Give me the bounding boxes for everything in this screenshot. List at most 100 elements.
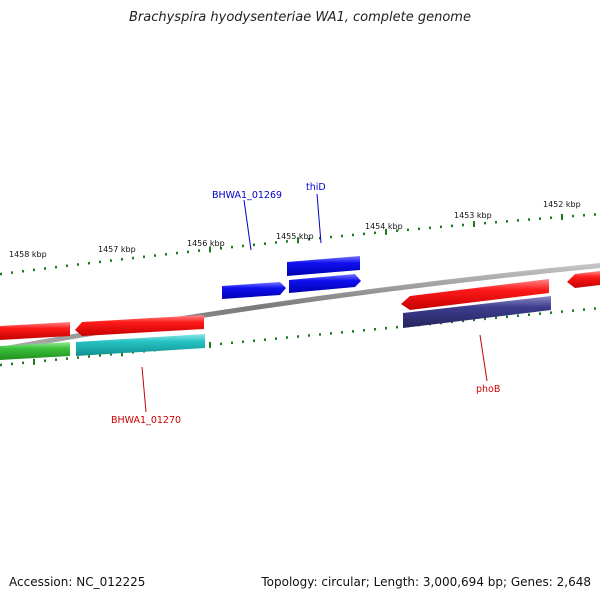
- bottom-minor-tick: [242, 340, 244, 344]
- top-minor-tick: [264, 242, 266, 245]
- top-minor-tick: [253, 243, 255, 247]
- top-minor-tick: [451, 224, 453, 228]
- gene-blue-forward-2[interactable]: [289, 274, 361, 293]
- top-major-tick: [385, 228, 387, 235]
- bottom-minor-tick: [99, 354, 101, 357]
- bottom-minor-tick: [539, 312, 541, 315]
- top-minor-tick: [506, 220, 508, 223]
- top-minor-tick: [495, 220, 497, 224]
- top-minor-tick: [352, 233, 354, 237]
- leader-line-phob: [479, 334, 488, 382]
- bottom-major-tick: [121, 350, 123, 357]
- top-minor-tick: [242, 244, 244, 248]
- topology-text: Topology: circular; Length: 3,000,694 bp…: [261, 575, 591, 589]
- gene-green-left-partial[interactable]: [0, 342, 70, 360]
- bottom-minor-tick: [396, 325, 398, 329]
- top-minor-tick: [528, 218, 530, 221]
- bottom-major-tick: [33, 358, 35, 365]
- top-minor-tick: [407, 228, 409, 232]
- bottom-minor-tick: [594, 307, 596, 310]
- top-minor-tick: [517, 219, 519, 222]
- gene-blue-thid[interactable]: [287, 256, 360, 276]
- top-major-tick: [561, 213, 563, 220]
- bottom-minor-tick: [528, 313, 530, 316]
- gene-red-left-partial[interactable]: [0, 322, 70, 340]
- top-minor-tick: [308, 237, 310, 241]
- top-minor-tick: [572, 214, 574, 218]
- bottom-minor-tick: [220, 342, 222, 346]
- top-minor-tick: [429, 226, 431, 230]
- top-minor-tick: [55, 265, 57, 269]
- bottom-major-tick: [209, 341, 211, 348]
- top-minor-tick: [0, 272, 2, 276]
- leader-line-thid: [316, 193, 322, 244]
- scale-label-1452: 1452 kbp: [543, 200, 581, 209]
- bottom-minor-tick: [385, 326, 387, 330]
- top-minor-tick: [33, 268, 35, 272]
- bottom-minor-tick: [484, 317, 486, 321]
- top-minor-tick: [418, 227, 420, 231]
- gene-label-bhwa1-01269: BHWA1_01269: [212, 190, 282, 201]
- top-minor-tick: [484, 221, 486, 225]
- top-minor-tick: [198, 249, 200, 252]
- bottom-minor-tick: [22, 361, 24, 365]
- bottom-minor-tick: [110, 353, 112, 356]
- map-title: Brachyspira hyodysenteriae WA1, complete…: [129, 10, 471, 25]
- top-major-tick: [297, 237, 299, 244]
- bottom-minor-tick: [88, 355, 90, 358]
- bottom-minor-tick: [462, 319, 464, 323]
- top-minor-tick: [176, 251, 178, 255]
- top-minor-tick: [110, 259, 112, 262]
- top-minor-tick: [88, 261, 90, 265]
- gene-label-thid: thiD: [306, 182, 326, 193]
- gene-navy-phob[interactable]: [403, 296, 551, 328]
- bottom-minor-tick: [253, 339, 255, 342]
- bottom-minor-tick: [572, 309, 574, 312]
- top-minor-tick: [121, 258, 123, 261]
- top-minor-tick: [275, 241, 277, 244]
- gene-red-phob-adjacent[interactable]: [401, 279, 549, 310]
- bottom-minor-tick: [319, 333, 321, 336]
- bottom-minor-tick: [506, 315, 508, 319]
- bottom-minor-tick: [297, 335, 299, 338]
- top-minor-tick: [539, 217, 541, 220]
- bottom-minor-tick: [363, 329, 365, 332]
- bottom-minor-tick: [275, 337, 277, 340]
- bottom-minor-tick: [0, 363, 2, 367]
- top-major-tick: [209, 246, 211, 253]
- scale-ticks-bottom: [0, 307, 596, 367]
- top-minor-tick: [594, 213, 596, 216]
- scale-label-1457: 1457 kbp: [98, 245, 136, 254]
- top-minor-tick: [165, 253, 167, 256]
- top-minor-tick: [440, 225, 442, 229]
- bottom-minor-tick: [231, 341, 233, 345]
- bottom-minor-tick: [561, 310, 563, 313]
- scale-label-1454: 1454 kbp: [365, 222, 403, 231]
- top-minor-tick: [66, 264, 68, 268]
- leader-line-bhwa1-01269: [243, 199, 252, 251]
- top-minor-tick: [22, 269, 24, 273]
- gene-label-phob: phoB: [476, 384, 500, 395]
- scale-ticks-top: [0, 213, 596, 276]
- gene-red-bhwa1-01270-adjacent[interactable]: [75, 315, 204, 336]
- bottom-minor-tick: [550, 311, 552, 314]
- top-minor-tick: [99, 260, 101, 264]
- top-minor-tick: [462, 223, 464, 227]
- top-minor-tick: [132, 256, 134, 260]
- bottom-minor-tick: [473, 318, 475, 322]
- top-minor-tick: [341, 234, 343, 238]
- gene-blue-bhwa1-01269[interactable]: [222, 282, 286, 299]
- bottom-minor-tick: [352, 330, 354, 333]
- top-minor-tick: [44, 267, 46, 270]
- bottom-minor-tick: [264, 338, 266, 341]
- bottom-minor-tick: [11, 362, 13, 366]
- scale-label-1456: 1456 kbp: [187, 239, 225, 248]
- gene-cyan-bhwa1-01270[interactable]: [76, 334, 205, 356]
- scale-label-1453: 1453 kbp: [454, 211, 492, 220]
- top-minor-tick: [231, 245, 233, 249]
- top-minor-tick: [143, 255, 145, 259]
- bottom-minor-tick: [286, 336, 288, 339]
- bottom-minor-tick: [77, 356, 79, 359]
- gene-red-right-partial[interactable]: [567, 271, 600, 288]
